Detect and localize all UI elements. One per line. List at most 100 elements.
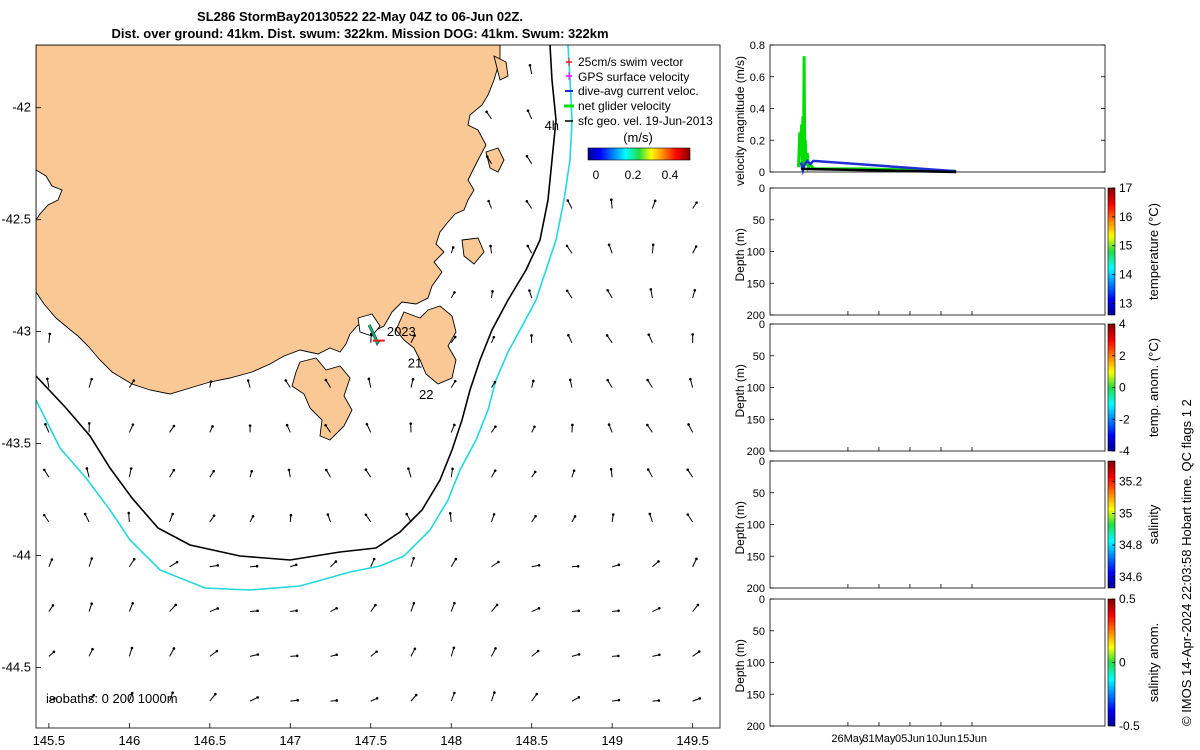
vector-arrow-head [131,602,134,605]
vector-arrow [285,380,291,388]
vector-arrow-head [92,693,95,697]
velocity-y-tick-label: 0.2 [750,135,765,147]
vector-arrow-head [571,423,574,427]
vector-arrow-head [647,333,651,336]
salinity-section-frame [769,460,1106,589]
vector-arrow [491,604,498,612]
map-annotation: 4h [545,118,559,133]
vector-arrow [450,692,455,702]
map-x-tick-label: 148 [440,733,462,748]
vector-arrow-head [697,650,701,653]
vector-arrow-head [610,198,613,202]
vector-arrow-head [375,697,379,700]
vector-arrow-head [533,470,537,474]
vector-arrow [128,603,134,612]
date-tick-label: 31May [862,733,896,745]
vector-arrow-head [211,425,214,428]
map-y-tick-label: -42.5 [1,212,31,227]
vector-arrow [566,290,573,299]
legend-swim-vector: 25cm/s swim vector [578,55,683,69]
colorbar-tick-label: 34.6 [1119,570,1143,584]
vector-arrow-head [372,557,376,561]
date-tick-label: 15Jun [957,733,987,745]
vector-arrow-head [493,469,497,472]
vector-arrow-head [132,379,136,383]
vector-arrow [486,111,492,120]
depth-tick-label: 0 [759,319,765,331]
depth-tick-label: 150 [747,278,765,290]
vector-arrow-head [493,380,497,384]
vector-arrow-head [413,334,416,337]
colorbar-tick-label: 17 [1119,181,1133,195]
vector-arrow-head [335,606,338,610]
depth-tick-label: 150 [747,551,765,563]
vector-arrow-head [83,512,87,516]
vector-arrow-head [573,515,577,518]
vector-arrow-head [565,244,569,248]
vector-arrow [649,513,653,523]
vector-arrow-head [687,423,690,426]
legend-dive-avg: dive-avg current veloc. [578,84,699,98]
vector-arrow [209,693,216,702]
vector-arrow-head [492,513,496,516]
vector-arrow-head [87,422,91,425]
vector-arrow-head [530,334,533,337]
vector-arrow [651,244,654,254]
vector-arrow-head [494,647,497,650]
colorbar-tick-label: 34.8 [1119,538,1143,552]
map-x-tick-label: 145.5 [33,733,66,748]
colorbar-tick-label: -0.5 [1119,719,1140,733]
vector-arrow-head [42,513,46,517]
vector-arrow [128,512,130,523]
vector-arrow-head [453,379,457,383]
vector-arrow [567,200,573,209]
velocity-y-axis: 0 0.2 0.4 0.6 0.8 [750,40,1105,179]
vector-arrow-head [694,245,698,248]
depth-ylabel: Depth (m) [733,639,747,692]
vector-arrow-head [646,468,650,471]
depth-tick-label: 50 [753,215,765,227]
vector-arrow-head [489,244,492,248]
vector-arrow [407,468,412,478]
vector-arrow-head [209,380,213,383]
vector-arrow [688,424,694,433]
vector-arrow-head [414,693,418,697]
vector-arrow-head [452,646,456,650]
vector-arrow-head [609,467,613,471]
velocity-y-tick-label: 0.8 [750,40,765,52]
vector-arrow [410,648,416,657]
vector-arrow-head [212,514,216,517]
vector-arrow-head [525,154,529,158]
vector-arrow [526,201,533,209]
vector-arrow [128,424,134,433]
depth-tick-label: 50 [753,351,765,363]
vector-arrow-head [295,609,298,612]
figure-title-line2: Dist. over ground: 41km. Dist. swum: 322… [111,26,609,41]
depth-tick-label: 200 [747,446,765,458]
vector-arrow-head [46,377,49,381]
depth-tick-label: 100 [747,383,765,395]
vector-arrow-head [487,199,490,203]
depth-tick-label: 200 [747,583,765,595]
map-x-tick-label: 149.5 [676,733,709,748]
vector-arrow-head [171,512,174,516]
map-x-tick-label: 146 [118,733,140,748]
vector-arrow [651,200,656,209]
vector-arrow-head [131,423,135,426]
date-tick-label: 05Jun [895,733,925,745]
vector-arrow [128,558,135,568]
depth-tick-label: 100 [747,520,765,532]
vector-arrow-head [693,288,697,292]
temperature-section: 0 50 100 150 200 Depth (m) 17 16 15 14 13 temperatu… [733,181,1161,322]
vector-arrow-head [174,603,177,607]
vector-arrow [567,335,573,344]
vector-arrow-head [364,468,368,472]
vector-arrow-head [451,467,454,471]
vector-arrow-head [451,246,455,249]
vector-arrow-head [130,691,134,695]
vector-arrow [529,65,533,75]
map-x-tick-label: 149 [601,733,623,748]
vector-arrow-head [216,564,220,567]
colorbar-label: temperature (°C) [1146,203,1161,300]
